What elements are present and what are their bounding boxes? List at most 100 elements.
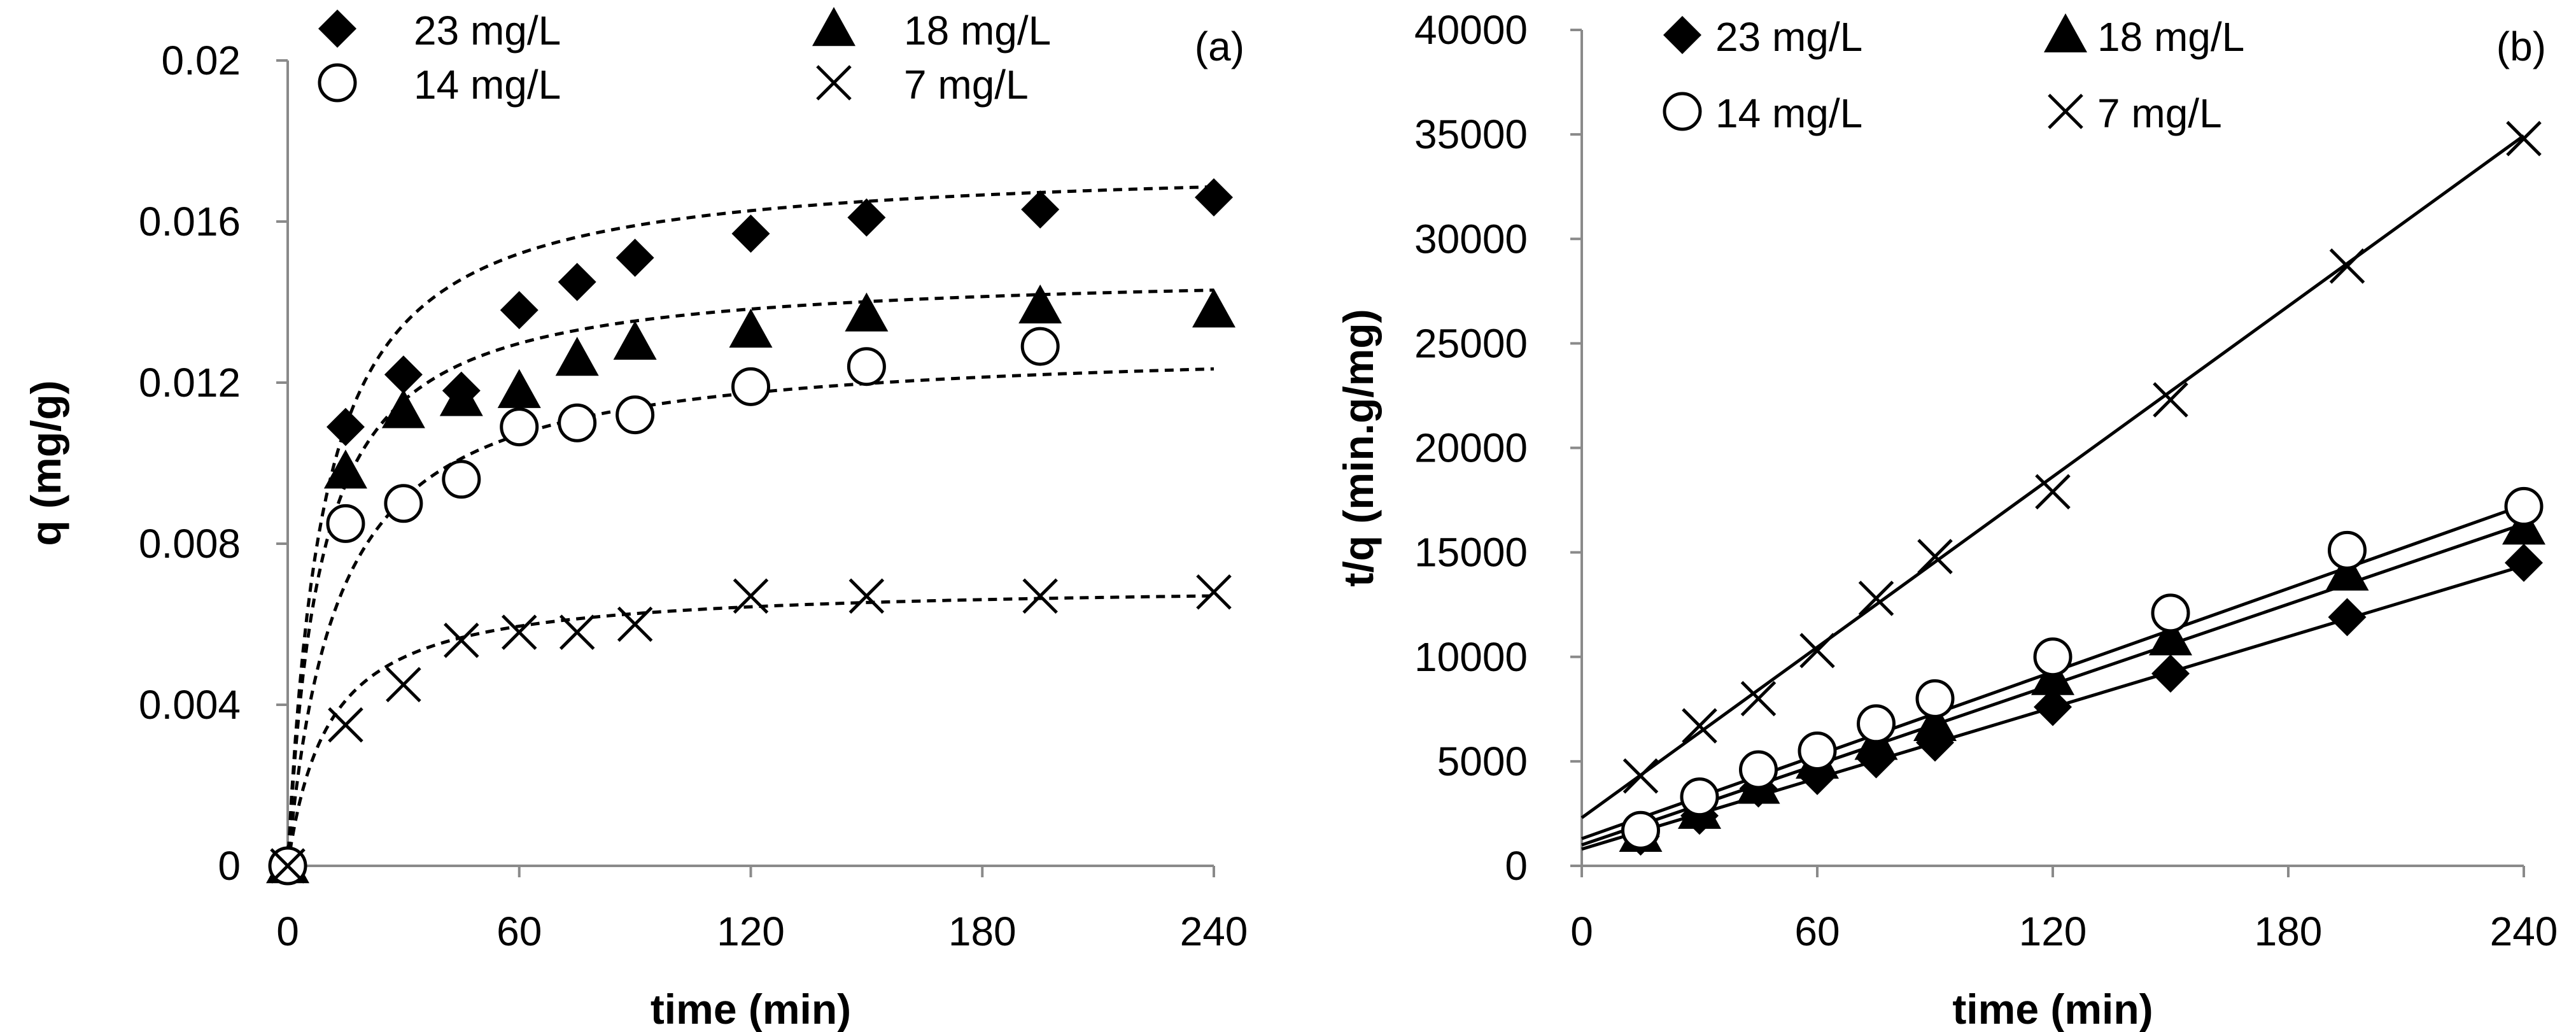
x-tick-label: 60 (1794, 908, 1840, 954)
data-point-cross (270, 848, 306, 884)
y-tick-label: 0.012 (139, 360, 241, 406)
chart-panel-a: 0 0.004 0.008 0.012 0.016 0.02 0 60 120 180 240 tim… (22, 7, 1248, 1032)
y-tick-label: 0.008 (139, 521, 241, 567)
data-point-circle (442, 460, 481, 499)
fit-curve (286, 185, 1214, 866)
data-point-diamond (616, 238, 654, 277)
data-point-triangle (1018, 284, 1062, 324)
panel-label: (a) (1195, 24, 1244, 69)
data-point-circle (1621, 810, 1660, 850)
data-point-cross (2506, 120, 2542, 157)
data-point-diamond (731, 214, 770, 253)
chart-panel-b: 0 5000 10000 15000 20000 25000 30000 35000 40000… (1335, 7, 2558, 1032)
data-point-diamond (384, 355, 423, 394)
y-axis-title: t/q (min.g/mg) (1335, 309, 1382, 586)
data-point-circle (2328, 530, 2367, 570)
data-point-triangle (845, 292, 889, 332)
data-point-diamond (2505, 544, 2543, 583)
data-point-diamond (326, 407, 365, 446)
data-point-triangle (2149, 616, 2192, 656)
legend-label: 14 mg/L (414, 62, 561, 108)
data-point-triangle (555, 337, 599, 376)
data-point-circle (1020, 327, 1060, 366)
data-point-circle (500, 407, 539, 447)
legend: 23 mg/L 18 mg/L 14 mg/L 7 mg/L (1663, 13, 2244, 136)
data-point-circle (1739, 750, 1778, 789)
data-point-triangle (439, 377, 483, 416)
y-axis-title: q (mg/g) (22, 380, 69, 546)
y-tick-label: 25000 (1414, 320, 1528, 366)
x-axis-title: time (min) (651, 986, 851, 1032)
y-tick-label: 0.02 (161, 38, 241, 83)
data-point-cross (848, 578, 885, 614)
x-tick-label: 120 (2019, 908, 2087, 954)
x-tick-label: 240 (1180, 908, 1248, 954)
legend-marker-triangle (812, 7, 855, 46)
data-point-cross (501, 614, 537, 650)
legend-label: 7 mg/L (904, 62, 1029, 108)
legend-marker-diamond (318, 10, 356, 48)
data-point-triangle (381, 389, 425, 428)
data-point-cross (328, 707, 363, 743)
data-point-circle (731, 367, 770, 406)
data-point-cross (1799, 633, 1835, 668)
legend-label: 18 mg/L (2097, 14, 2244, 60)
y-tick-label: 0.004 (139, 682, 241, 728)
data-point-cross (2035, 474, 2071, 510)
data-point-circle (1798, 731, 1837, 770)
data-point-diamond (2151, 654, 2190, 693)
y-tick-label: 10000 (1414, 634, 1528, 680)
x-tick-label: 120 (717, 908, 785, 954)
x-tick-label: 0 (1570, 908, 1593, 954)
legend-label: 7 mg/L (2097, 90, 2222, 136)
data-point-cross (559, 614, 595, 650)
y-tick-label: 0 (1505, 843, 1528, 889)
data-point-diamond (500, 291, 538, 330)
data-point-circle (558, 403, 597, 442)
data-point-cross (1682, 708, 1717, 744)
panel-label: (b) (2496, 24, 2546, 69)
x-tick-label: 60 (496, 908, 542, 954)
legend-marker-diamond (1663, 16, 1701, 54)
data-point-circle (1857, 704, 1896, 744)
data-point-triangle (2325, 551, 2369, 591)
data-point-diamond (558, 262, 596, 301)
data-point-circle (384, 484, 423, 523)
data-point-diamond (2034, 688, 2072, 726)
fit-line (1580, 134, 2525, 819)
y-tick-label: 35000 (1414, 111, 1528, 157)
data-point-cross (1196, 574, 1232, 610)
data-point-circle (2151, 593, 2190, 633)
legend-label: 23 mg/L (1715, 14, 1862, 60)
legend-label: 18 mg/L (904, 8, 1051, 53)
x-tick-label: 180 (2255, 908, 2323, 954)
data-point-circle (1680, 777, 1719, 817)
y-tick-label: 40000 (1414, 7, 1528, 53)
data-point-triangle (613, 320, 657, 360)
legend-label: 23 mg/L (414, 8, 561, 53)
data-point-triangle (729, 308, 773, 348)
data-point-diamond (2328, 598, 2367, 637)
data-point-diamond (847, 198, 886, 237)
data-point-cross (2153, 382, 2188, 418)
data-point-cross (2329, 248, 2365, 284)
data-point-cross (386, 667, 421, 703)
data-point-cross (444, 623, 479, 658)
legend-marker-cross (2048, 94, 2083, 129)
data-point-triangle (1913, 702, 1957, 741)
data-point-circle (847, 347, 886, 386)
data-point-circle (326, 504, 365, 543)
data-point-circle (1915, 679, 1955, 718)
x-tick-label: 240 (2490, 908, 2558, 954)
legend-marker-cross (816, 65, 852, 101)
y-tick-label: 0.016 (139, 199, 241, 244)
x-axis-title: time (min) (1952, 986, 2153, 1032)
y-tick-label: 0 (218, 843, 241, 889)
data-point-cross (1858, 581, 1894, 616)
data-point-diamond (1195, 178, 1233, 217)
y-tick-label: 15000 (1414, 530, 1528, 576)
legend-marker-triangle (2044, 13, 2087, 53)
data-point-cross (1740, 681, 1777, 717)
x-tick-label: 180 (948, 908, 1017, 954)
y-tick-label: 20000 (1414, 425, 1528, 471)
